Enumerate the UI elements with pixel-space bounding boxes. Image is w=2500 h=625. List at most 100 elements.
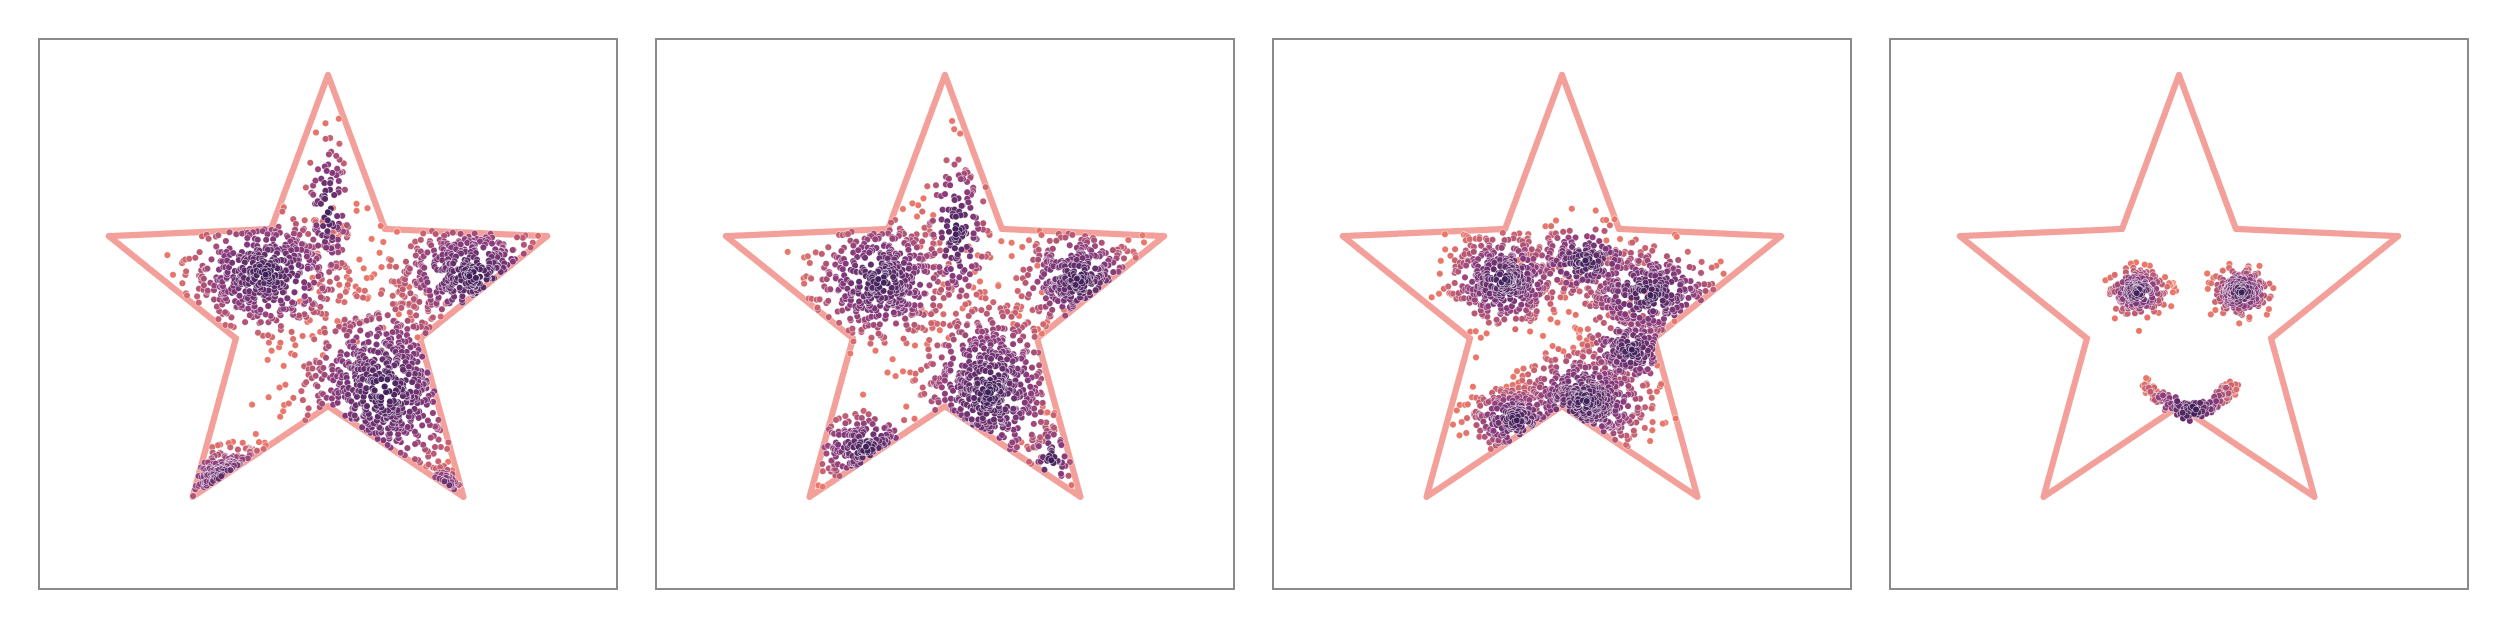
sample-point: [918, 237, 926, 246]
sample-point: [957, 245, 966, 254]
sample-point: [901, 315, 909, 323]
sample-point: [1066, 458, 1074, 466]
sample-point: [979, 197, 987, 205]
sample-point: [939, 310, 948, 318]
sample-point: [1033, 399, 1041, 407]
sample-point: [883, 368, 892, 377]
outline-point: [942, 74, 949, 81]
sample-point: [200, 275, 208, 283]
sample-point: [875, 330, 883, 338]
sample-point: [305, 404, 313, 413]
sample-point: [1120, 254, 1128, 262]
sample-point: [221, 308, 229, 316]
sample-point: [846, 315, 854, 323]
sample-point: [324, 216, 332, 224]
sample-point: [892, 372, 900, 380]
sample-point: [322, 135, 330, 143]
sample-point: [844, 230, 852, 238]
sample-point: [925, 281, 934, 289]
scatter-panel-2: [655, 38, 1235, 590]
sample-point: [955, 273, 964, 281]
sample-point: [217, 472, 225, 480]
sample-point: [330, 191, 338, 199]
sample-point: [1035, 379, 1043, 387]
sample-point: [1012, 274, 1020, 282]
sample-point: [1050, 430, 1058, 439]
sample-point: [988, 319, 997, 327]
sample-point: [264, 356, 272, 364]
sample-point: [404, 317, 412, 325]
sample-point: [842, 260, 850, 268]
sample-point: [342, 288, 350, 296]
sample-point: [290, 288, 299, 296]
sample-point: [1068, 231, 1077, 239]
sample-point: [938, 353, 946, 362]
sample-point: [1030, 348, 1038, 357]
sample-point: [945, 291, 953, 299]
sample-point: [865, 249, 873, 257]
sample-point: [938, 383, 946, 391]
sample-point: [407, 242, 415, 250]
sample-point: [479, 243, 488, 251]
sample-point: [195, 299, 203, 307]
sample-point: [301, 216, 309, 224]
sample-point: [356, 319, 364, 327]
sample-point: [819, 467, 827, 475]
sample-point: [920, 289, 929, 298]
sample-point: [910, 321, 918, 329]
sample-point: [300, 278, 308, 286]
sample-point: [876, 320, 884, 329]
sample-point: [961, 300, 970, 309]
sample-point: [279, 407, 287, 415]
sample-point: [1026, 265, 1034, 273]
sample-point: [1043, 408, 1052, 417]
sample-point: [373, 332, 381, 341]
sample-point: [304, 230, 312, 238]
sample-point: [1035, 442, 1043, 450]
sample-point: [312, 128, 320, 137]
sample-point: [288, 298, 296, 307]
sample-point: [825, 313, 833, 321]
sample-point: [226, 443, 234, 451]
sample-point: [804, 252, 812, 260]
sample-point: [290, 230, 298, 238]
sample-point: [427, 434, 435, 442]
sample-point: [910, 415, 919, 423]
sample-point: [983, 310, 991, 318]
sample-point: [343, 350, 351, 359]
sample-point: [397, 304, 405, 312]
sample-point: [414, 333, 422, 342]
sample-point: [899, 205, 907, 213]
sample-point: [989, 298, 997, 306]
sample-point: [312, 221, 321, 229]
sample-point: [360, 264, 368, 272]
sample-point: [384, 311, 392, 319]
sample-point: [325, 150, 333, 158]
sample-point: [527, 243, 535, 252]
sample-point: [411, 428, 419, 436]
sample-point: [389, 328, 397, 336]
sample-point: [324, 208, 332, 216]
sample-point: [1034, 256, 1042, 264]
sample-point: [859, 391, 867, 399]
scatter-panel-1: [38, 38, 618, 590]
scatter-plot-3: [1339, 71, 1785, 500]
sample-point: [948, 117, 956, 125]
sample-point: [406, 408, 414, 416]
sample-point: [1018, 243, 1026, 251]
sample-point: [399, 366, 407, 374]
sample-point: [947, 348, 955, 356]
sample-point: [947, 360, 955, 368]
sample-point: [389, 292, 397, 300]
sample-point: [185, 255, 193, 263]
sample-point: [276, 339, 284, 347]
sample-point: [289, 335, 297, 343]
sample-point: [260, 445, 268, 453]
sample-point: [323, 167, 331, 175]
sample-point: [488, 239, 496, 248]
sample-point: [1042, 294, 1050, 302]
sample-point: [301, 292, 309, 300]
sample-point: [241, 318, 249, 326]
sample-point: [429, 409, 437, 417]
sample-point: [306, 159, 314, 167]
